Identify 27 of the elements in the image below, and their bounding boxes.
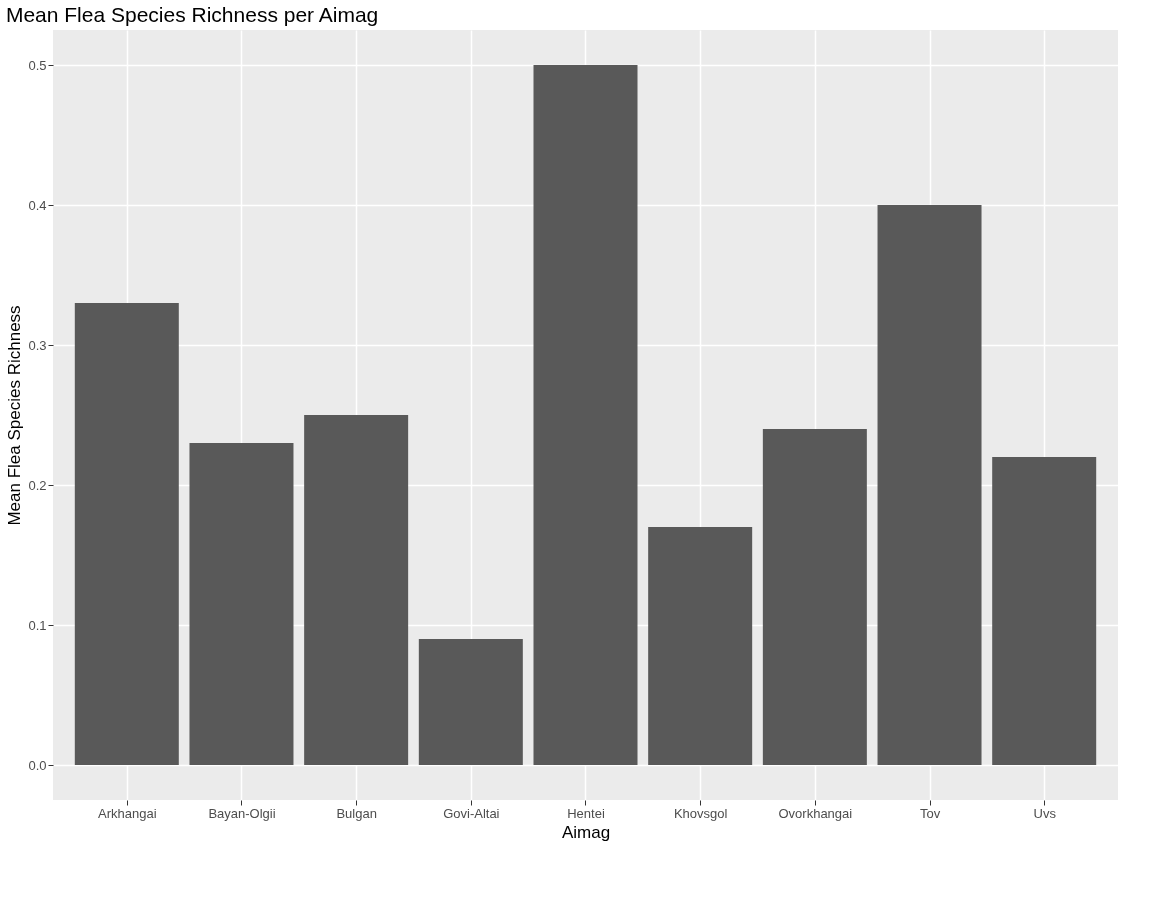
y-tick-label: 0.4	[28, 197, 47, 213]
x-tick-label: Arkhangai	[98, 805, 157, 821]
bar	[762, 429, 867, 765]
x-tick-label: Ovorkhangai	[778, 805, 853, 821]
chart-title: Mean Flea Species Richness per Aimag	[5, 3, 379, 26]
bar	[304, 415, 409, 765]
x-tick-label: Bayan-Olgii	[208, 805, 276, 821]
x-tick-label: Hentei	[567, 805, 605, 821]
x-tick-label: Govi-Altai	[443, 805, 500, 821]
bar	[648, 527, 753, 765]
x-tick-label: Bulgan	[336, 805, 377, 821]
y-tick-label: 0.2	[28, 477, 47, 493]
bar	[877, 205, 982, 765]
bar	[418, 639, 523, 765]
x-tick-label: Khovsgol	[673, 805, 728, 821]
y-tick-label: 0.1	[28, 617, 47, 633]
y-tick-label: 0.3	[28, 337, 47, 353]
bar	[74, 303, 179, 765]
y-axis-title: Mean Flea Species Richness	[5, 305, 25, 526]
x-tick-label: Uvs	[1033, 805, 1057, 821]
x-tick-label: Tov	[919, 805, 941, 821]
bar	[533, 65, 638, 765]
bar	[992, 457, 1097, 765]
bar	[189, 443, 294, 765]
y-tick-label: 0.0	[28, 757, 47, 773]
x-axis-title: Aimag	[561, 822, 611, 842]
y-tick-label: 0.5	[28, 57, 47, 73]
